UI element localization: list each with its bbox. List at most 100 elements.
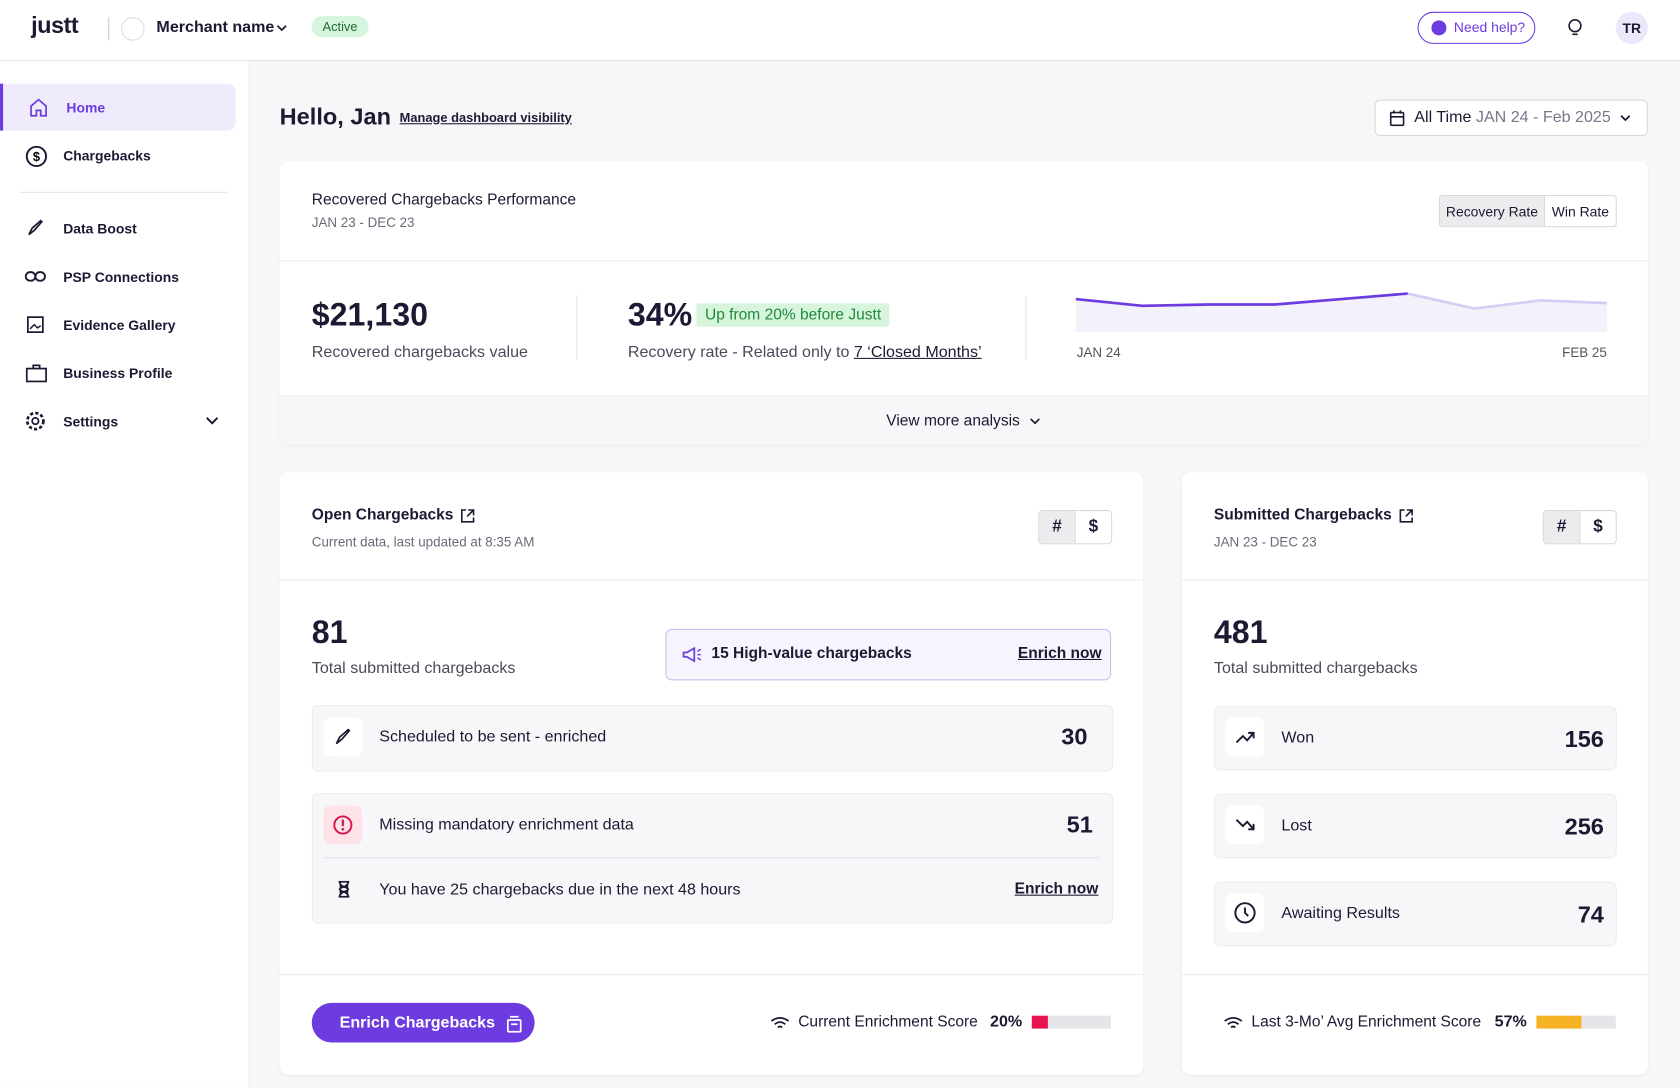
manage-link[interactable]: Manage dashboard visibility <box>399 110 572 126</box>
total: 481 <box>1213 615 1268 651</box>
divider <box>1025 295 1027 361</box>
toggle-option[interactable]: # <box>1039 511 1075 544</box>
spark-end: FEB 25 <box>1562 345 1607 361</box>
nav-label[interactable]: Data Boost <box>63 220 137 237</box>
row-icon <box>1225 717 1265 757</box>
nav-item[interactable]: $ Chargebacks <box>0 132 236 179</box>
divider <box>279 260 1648 262</box>
nav-icon <box>30 98 47 117</box>
score-bar <box>1031 1015 1048 1029</box>
row-icon <box>323 805 363 845</box>
submitted-card <box>1181 472 1648 1075</box>
date-filter[interactable] <box>1374 99 1648 137</box>
spark-start: JAN 24 <box>1076 345 1121 361</box>
help-icon <box>1431 20 1447 36</box>
view-more-label[interactable]: View more analysis <box>886 411 1020 430</box>
recovered-value: $21,130 <box>311 297 428 334</box>
nav-icon: $ <box>25 145 48 168</box>
nav-item[interactable]: Settings <box>0 398 236 445</box>
due-link[interactable]: Enrich now <box>1014 880 1099 898</box>
nav-item[interactable]: Evidence Gallery <box>0 301 236 348</box>
sparkline <box>1075 292 1608 333</box>
status-row <box>311 705 1114 772</box>
external-link-icon[interactable] <box>460 508 476 524</box>
divider <box>279 973 1144 976</box>
button-icon <box>507 1015 522 1033</box>
date-label: All Time <box>1414 108 1472 127</box>
score-label: Current Enrichment Score <box>798 1013 978 1031</box>
nav-item[interactable]: Business Profile <box>0 349 236 396</box>
status-row <box>311 792 1114 924</box>
status-badge: Active <box>311 16 369 38</box>
spark-area <box>1075 293 1608 333</box>
tab[interactable]: Win Rate <box>1543 196 1616 227</box>
button-label[interactable]: Enrich Chargebacks <box>339 1013 496 1032</box>
toggle-option[interactable]: $ <box>1074 511 1111 544</box>
alert-link[interactable]: Enrich now <box>1017 645 1102 663</box>
row-label: Awaiting Results <box>1281 904 1400 923</box>
nav-label[interactable]: Evidence Gallery <box>63 316 176 333</box>
card-title[interactable]: Open Chargebacks <box>311 506 454 524</box>
nav-icon <box>25 364 47 383</box>
merchant-icon <box>121 17 145 41</box>
merchant-select[interactable]: Merchant name <box>156 18 275 37</box>
rate-label: Recovery rate - Related only to <box>627 342 850 362</box>
help-button[interactable] <box>1417 11 1536 44</box>
toggle-option[interactable]: $ <box>1579 511 1615 544</box>
row-value: 256 <box>1564 813 1604 841</box>
card-title: Recovered Chargebacks Performance <box>311 191 577 209</box>
external-link-icon[interactable] <box>1398 508 1414 524</box>
chevron <box>206 417 219 425</box>
tips-icon[interactable] <box>1566 18 1583 37</box>
view-more[interactable]: View more analysis <box>279 395 1648 445</box>
nav-divider <box>19 191 228 193</box>
total-label: Total submitted chargebacks <box>311 658 516 678</box>
nav-label[interactable]: Settings <box>63 413 119 430</box>
score-value: 20% <box>990 1012 1023 1031</box>
hourglass-icon <box>338 880 350 898</box>
nav-label[interactable]: PSP Connections <box>63 268 180 285</box>
recovery-rate: 34% <box>627 297 693 334</box>
score-label: Last 3-Mo’ Avg Enrichment Score <box>1251 1013 1482 1031</box>
nav-item[interactable]: PSP Connections <box>0 253 236 300</box>
enrich-button[interactable]: Enrich Chargebacks <box>311 1002 535 1043</box>
date-filter-label[interactable]: All Time JAN 24 - Feb 2025 <box>1414 108 1611 126</box>
logo[interactable]: justt <box>31 11 79 39</box>
nav-label[interactable]: Home <box>66 99 106 116</box>
nav-item[interactable]: Home <box>0 83 236 131</box>
toggle-option[interactable]: # <box>1543 511 1580 544</box>
divider <box>108 17 110 41</box>
greeting: Hello, Jan <box>279 102 391 130</box>
row-value: 51 <box>1066 811 1093 838</box>
nav-icon <box>24 271 46 282</box>
score-value: 57% <box>1494 1012 1527 1031</box>
megaphone-icon <box>682 646 702 663</box>
rate-link[interactable]: 7 ‘Closed Months’ <box>853 342 982 362</box>
row-icon <box>1225 805 1265 845</box>
spark-line-projected <box>1407 292 1608 310</box>
total-label: Total submitted chargebacks <box>1213 658 1418 678</box>
nav-label[interactable]: Chargebacks <box>63 147 151 164</box>
help-label[interactable]: Need help? <box>1453 19 1526 36</box>
rate-badge: Up from 20% before Justt <box>696 303 890 327</box>
divider <box>323 857 1100 859</box>
avatar[interactable]: TR <box>1615 11 1648 44</box>
rate-label-row: Recovery rate - Related only to 7 ‘Close… <box>628 343 982 361</box>
divider <box>1181 973 1648 976</box>
row-label: Lost <box>1281 816 1312 835</box>
top-bar <box>0 0 1680 62</box>
calendar-icon <box>1389 110 1405 127</box>
tab[interactable]: Recovery Rate <box>1440 196 1544 227</box>
chevron <box>1029 417 1040 424</box>
row-label: Won <box>1281 728 1315 747</box>
card-title[interactable]: Submitted Chargebacks <box>1213 506 1392 524</box>
card-period: JAN 23 - DEC 23 <box>311 215 415 231</box>
score-track <box>1536 1015 1616 1029</box>
nav-item[interactable]: Data Boost <box>0 205 236 252</box>
total: 81 <box>311 615 348 651</box>
score-bar <box>1536 1015 1582 1029</box>
nav-label[interactable]: Business Profile <box>63 364 173 381</box>
divider <box>1181 579 1648 581</box>
open-card <box>279 472 1144 1075</box>
